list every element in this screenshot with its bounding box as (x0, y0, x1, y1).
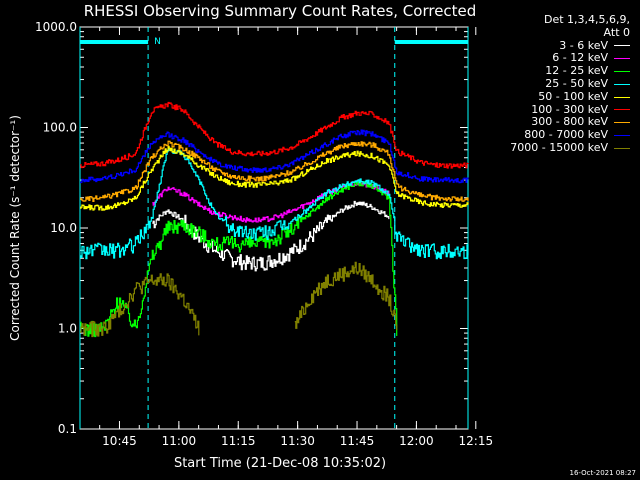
series-line (80, 261, 398, 338)
legend-entry-swatch (614, 45, 630, 47)
series-line (80, 101, 469, 169)
y-tick-label: 100.0 (43, 121, 77, 135)
night-flag: N (154, 37, 161, 47)
y-axis-label: Corrected Count Rate (s⁻¹ detector⁻¹) (8, 115, 22, 341)
legend-entry: 300 - 800 keV (460, 116, 630, 129)
y-tick-label: 0.1 (58, 422, 77, 436)
night-markers: N (79, 27, 469, 429)
legend-entry-label: 3 - 6 keV (559, 38, 608, 52)
legend-entry-swatch (614, 58, 630, 60)
x-tick-label: 11:45 (340, 434, 375, 448)
y-tick-label: 1000.0 (35, 20, 77, 34)
x-tick-label: 11:00 (162, 434, 197, 448)
series-line (80, 147, 469, 260)
x-tick-label: 11:30 (280, 434, 315, 448)
series-line (80, 140, 469, 202)
legend-entry-swatch (614, 71, 630, 73)
y-tick-label: 1.0 (58, 322, 77, 336)
legend-entry: 3 - 6 keV (460, 38, 630, 53)
y-tick-label: 10.0 (50, 221, 77, 235)
legend-entry-swatch (614, 96, 630, 98)
plot-axes: 1000.0 100.0 10.0 1.0 0.1 10:45 11:00 11:15 11:3… (35, 20, 493, 448)
series-line (80, 181, 398, 338)
legend-entry-label: 6 - 12 keV (552, 51, 608, 65)
plot-frame (79, 26, 469, 430)
legend-entry-swatch (614, 147, 630, 149)
x-axis-label: Start Time (21-Dec-08 10:35:02) (174, 456, 386, 471)
legend-entry-swatch (614, 109, 630, 111)
detector-info-line-2: Att 0 (603, 25, 630, 39)
x-tick-label: 10:45 (102, 434, 137, 448)
legend-entry-swatch (614, 122, 630, 124)
x-tick-label: 12:15 (459, 434, 494, 448)
legend-entry-label: 300 - 800 keV (531, 115, 608, 129)
legend-entries: 3 - 6 keV 6 - 12 keV 12 - 25 keV 25 - 50 ke… (460, 38, 630, 155)
x-tick-label: 11:15 (221, 434, 256, 448)
legend-entry: 25 - 50 keV (460, 76, 630, 91)
legend-entry: 50 - 100 keV (460, 89, 630, 104)
plot-series (80, 101, 469, 338)
legend-entry-label: 12 - 25 keV (545, 64, 608, 78)
legend-entry: 800 - 7000 keV (460, 128, 630, 142)
legend-entry: 12 - 25 keV (460, 64, 630, 78)
legend-entry: 100 - 300 keV (460, 102, 630, 117)
legend-entry-label: 50 - 100 keV (538, 89, 608, 103)
series-line (80, 145, 469, 211)
footer-timestamp: 16-Oct-2021 08:27 (569, 469, 636, 477)
x-tick-label: 12:00 (399, 434, 434, 448)
legend-entry-label: 800 - 7000 keV (524, 128, 608, 142)
legend: Det 1,3,4,5,6,9, Att 0 3 - 6 keV 6 - 12 k… (460, 13, 630, 155)
legend-entry-label: 25 - 50 keV (545, 76, 608, 90)
legend-entry-swatch (614, 83, 630, 85)
chart-title: RHESSI Observing Summary Count Rates, Co… (84, 2, 477, 20)
series-line (80, 129, 469, 184)
legend-entry: 7000 - 15000 keV (460, 140, 630, 155)
legend-entry-swatch (614, 135, 630, 137)
legend-entry-label: 100 - 300 keV (531, 102, 608, 116)
detector-info-line-1: Det 1,3,4,5,6,9, (543, 13, 630, 26)
legend-entry-label: 7000 - 15000 keV (510, 140, 608, 154)
legend-entry: 6 - 12 keV (460, 52, 630, 65)
